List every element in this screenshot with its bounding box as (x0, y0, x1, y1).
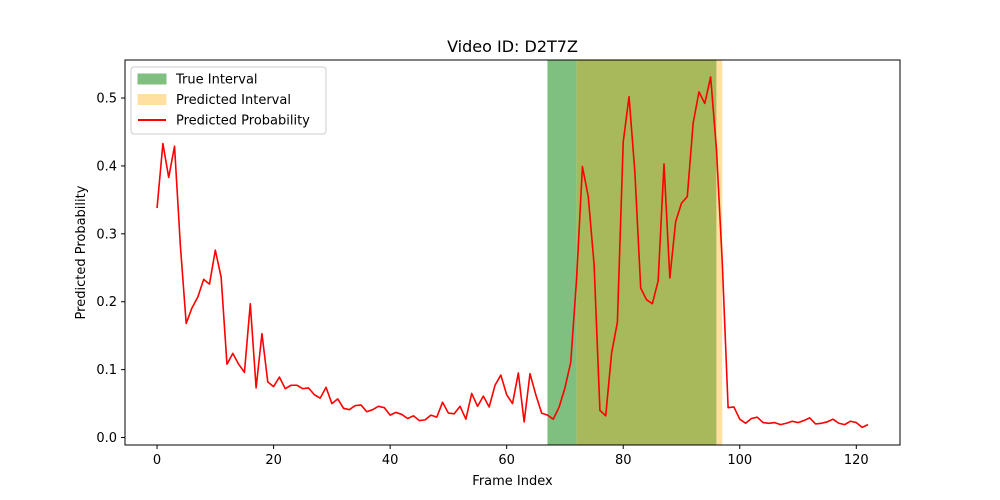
y-tick-label: 0.3 (96, 227, 117, 242)
legend-swatch (137, 73, 167, 85)
y-tick-label: 0.2 (96, 295, 117, 310)
legend-swatch (137, 94, 167, 105)
legend-label: Predicted Interval (176, 93, 291, 108)
predicted-probability-line (156, 76, 869, 429)
plot-frame (124, 59, 901, 446)
legend: True Interval Predicted Interval Predicted… (130, 66, 327, 135)
x-tick-label: 20 (265, 453, 282, 468)
overlap-interval-span (576, 60, 717, 445)
x-axis-ticks: 0 20 40 60 80 100 120 (153, 445, 869, 468)
predicted-interval-span (716, 60, 723, 445)
true-interval-span (547, 60, 577, 445)
x-tick-label: 60 (498, 453, 515, 468)
series-layer (156, 76, 869, 429)
x-tick-label: 40 (382, 453, 399, 468)
y-tick-label: 0.5 (96, 92, 117, 107)
y-tick-label: 0.4 (96, 159, 117, 174)
y-axis-ticks: 0.0 0.1 0.2 0.3 0.4 0.5 (96, 92, 125, 446)
y-tick-label: 0.1 (96, 363, 117, 378)
chart-title: Video ID: D2T7Z (447, 37, 578, 56)
legend-box (130, 66, 327, 135)
x-tick-label: 100 (727, 453, 752, 468)
x-tick-label: 0 (153, 453, 161, 468)
x-tick-label: 80 (615, 453, 632, 468)
interval-spans (547, 60, 723, 445)
legend-label: True Interval (175, 73, 258, 88)
y-axis-label: Predicted Probability (74, 185, 89, 319)
x-tick-label: 120 (844, 453, 869, 468)
y-tick-label: 0.0 (96, 431, 117, 446)
legend-label: Predicted Probability (176, 114, 310, 129)
x-axis-label: Frame Index (472, 474, 553, 489)
